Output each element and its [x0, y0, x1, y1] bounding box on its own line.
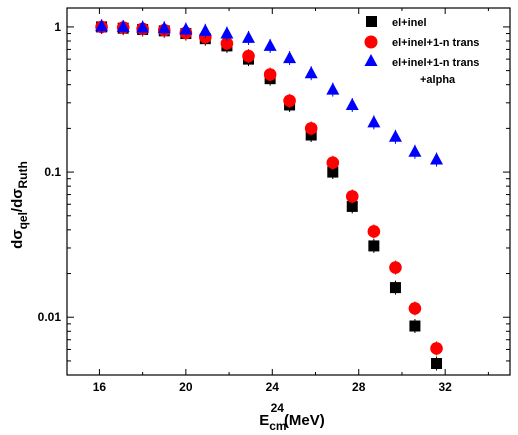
- data-point-triangle: [136, 20, 150, 33]
- legend-label-el-inel-1n-alpha: el+inel+1-n trans: [392, 57, 479, 69]
- x-axis-title-prefix: E: [259, 412, 269, 429]
- data-point-circle: [326, 156, 340, 170]
- data-point-circle: [304, 122, 318, 135]
- data-point-triangle: [242, 30, 256, 43]
- data-point-triangle: [263, 38, 277, 51]
- data-point-circle: [367, 225, 381, 238]
- data-point-square: [346, 200, 358, 212]
- legend-label-el-inel: el+inel: [392, 17, 427, 29]
- data-point-triangle: [326, 82, 340, 95]
- x-axis-title-suffix: (MeV): [284, 412, 325, 429]
- axis-ticks: 16 20 24 28 32 1 0.1 0.01: [38, 8, 510, 394]
- legend-marker-triangle: [364, 54, 378, 66]
- y-axis-title-prefix: dσ: [9, 229, 26, 248]
- data-point-triangle: [408, 144, 422, 157]
- y-tick-label: 0.1: [44, 165, 61, 179]
- data-point-triangle: [304, 66, 318, 79]
- data-point-circle: [220, 37, 234, 50]
- x-axis-title-sub: cm: [269, 419, 286, 433]
- y-axis-title-mid: /dσ: [9, 188, 26, 212]
- y-tick-label: 0.01: [38, 310, 62, 324]
- data-point-circle: [263, 68, 277, 81]
- data-point-circle: [345, 190, 359, 203]
- legend-marker-circle: [364, 35, 378, 49]
- data-point-circle: [389, 261, 402, 274]
- data-point-triangle: [367, 115, 381, 128]
- data-point-square: [327, 166, 339, 178]
- x-axis-title: Ecm 24(MeV): [259, 401, 325, 433]
- y-axis-title-sub2: Ruth: [16, 161, 30, 188]
- legend: el+inel el+inel+1-n trans el+inel+1-n tr…: [364, 16, 479, 86]
- data-point-triangle: [116, 19, 130, 32]
- y-axis-title-sub1: qel: [16, 212, 30, 229]
- legend-marker-square: [366, 16, 377, 27]
- series-circle: [95, 19, 443, 356]
- x-tick-label: 24: [266, 380, 280, 394]
- data-point-triangle: [283, 51, 297, 64]
- data-point-circle: [283, 94, 296, 108]
- x-tick-label: 28: [352, 380, 366, 394]
- data-point-square: [389, 282, 401, 294]
- legend-label-alpha-line: +alpha: [420, 74, 456, 86]
- data-point-circle: [242, 49, 255, 63]
- data-point-triangle: [95, 19, 109, 32]
- data-point-square: [368, 240, 380, 252]
- series-triangle: [95, 19, 444, 167]
- x-axis-title-sup: 24: [271, 401, 285, 415]
- data-point-circle: [430, 342, 443, 355]
- data-marks: [95, 19, 444, 371]
- data-point-triangle: [220, 26, 234, 39]
- y-axis-title: dσqel/dσRuth: [9, 161, 30, 249]
- data-point-triangle: [345, 97, 359, 110]
- x-tick-label: 20: [179, 380, 193, 394]
- legend-label-el-inel-1n: el+inel+1-n trans: [392, 37, 479, 49]
- x-tick-label: 16: [93, 380, 107, 394]
- data-point-circle: [408, 302, 422, 315]
- y-tick-label: 1: [54, 20, 61, 34]
- data-point-square: [409, 320, 421, 332]
- x-tick-label: 32: [438, 380, 452, 394]
- data-point-triangle: [179, 22, 193, 35]
- data-point-triangle: [430, 152, 444, 165]
- data-point-square: [431, 358, 443, 370]
- data-point-triangle: [157, 21, 171, 34]
- data-point-triangle: [198, 23, 212, 36]
- data-point-triangle: [388, 129, 402, 142]
- plot-frame: [66, 7, 511, 376]
